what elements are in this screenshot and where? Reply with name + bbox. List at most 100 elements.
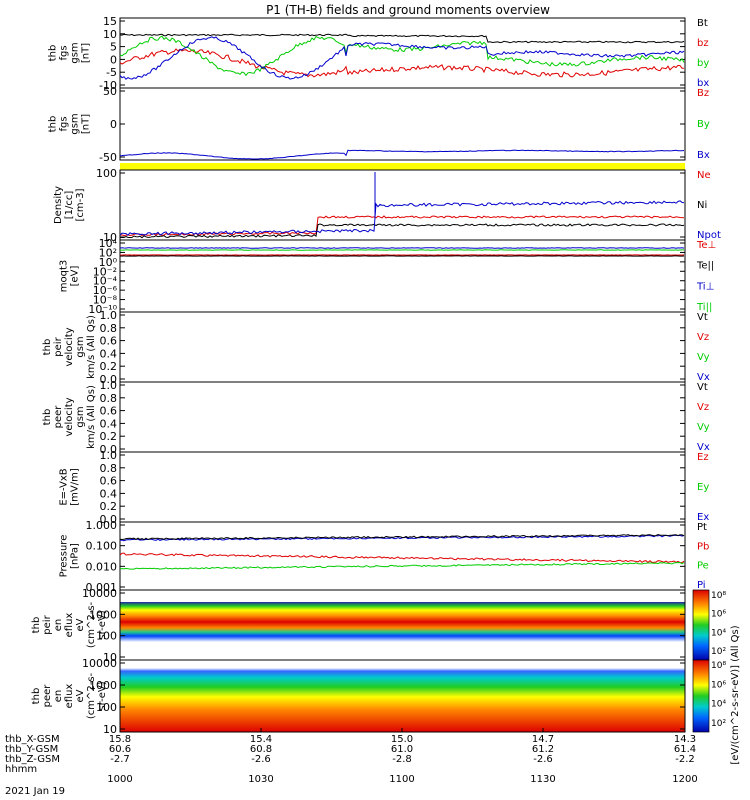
y-axis-label: eflux xyxy=(64,684,75,709)
y-tick-label: 0.0 xyxy=(100,373,118,386)
y-tick-label: 0.4 xyxy=(100,487,118,500)
y-axis-label: [eV] xyxy=(70,266,81,287)
y-tick-label: 1000 xyxy=(89,679,117,692)
y-tick-label: 0.6 xyxy=(100,475,118,488)
panel-frame xyxy=(119,451,686,523)
legend-ni: Ni xyxy=(697,200,707,211)
series-bx-line xyxy=(119,36,685,80)
y-tick-label: 0.0 xyxy=(100,443,118,456)
x-tick-label: 15.8 xyxy=(109,734,131,745)
legend-bx: Bx xyxy=(697,150,710,161)
y-axis-label: moqt3 xyxy=(59,260,70,293)
y-axis-label: km/s (All Qs) xyxy=(86,385,97,449)
x-tick-label: 1130 xyxy=(530,774,555,785)
colorbar xyxy=(692,589,710,661)
y-tick-label: 10⁻⁴ xyxy=(93,275,118,288)
panel-3: 100 10 Density [1/cc] [cm-3] Ne Ni Npot xyxy=(53,167,721,244)
y-axis-label: E=-VxB xyxy=(59,468,70,505)
panel-frame xyxy=(119,311,686,383)
y-axis-label: sr-eV) xyxy=(97,681,108,710)
y-tick-label: 0.4 xyxy=(100,417,118,430)
legend-vx: Vx xyxy=(697,372,710,383)
y-tick-label: 10⁻² xyxy=(93,265,117,278)
y-tick-label: 5 xyxy=(110,41,117,54)
y-tick-label: 1.0 xyxy=(100,309,118,322)
ion-spectrogram xyxy=(120,602,685,642)
y-axis-label: fgs xyxy=(59,116,70,131)
series-ne-line xyxy=(120,215,685,237)
legend-ne: Ne xyxy=(697,170,711,181)
x-tick-label: -2.2 xyxy=(675,754,695,765)
y-tick-label: 100 xyxy=(96,630,117,643)
y-tick-label: 10000 xyxy=(82,587,117,600)
panel-2: 50 0 -50 thb fgs gsm [nT] Bz By Bx xyxy=(48,85,710,164)
series-ni-line xyxy=(119,223,685,239)
y-tick-label: 10⁰ xyxy=(99,256,118,269)
quality-flag-bar xyxy=(120,163,685,170)
y-axis-label: thb xyxy=(31,617,42,634)
y-tick-label: 10 xyxy=(103,231,117,244)
x-tick-label: 15.4 xyxy=(250,734,272,745)
x-tick-label: 1200 xyxy=(672,774,697,785)
y-axis-label: [mV/m] xyxy=(70,468,81,506)
y-axis-label: gsm xyxy=(75,336,86,357)
colorbar-tick-label: 10⁴ xyxy=(711,700,726,710)
x-tick-label: -2.6 xyxy=(251,754,271,765)
y-tick-label: 0.0 xyxy=(100,513,118,526)
y-axis-label: Density xyxy=(53,186,64,224)
panel-frame xyxy=(119,381,686,453)
y-axis-label: peer xyxy=(53,405,64,429)
y-tick-label: 0.4 xyxy=(100,347,118,360)
y-axis-label: peer xyxy=(42,684,53,708)
colorbar-label: [eV/(cm^2-s-sr-eV)] (All Qs) xyxy=(730,625,741,764)
legend-pi: Pi xyxy=(697,580,706,591)
y-axis-label: [nT] xyxy=(81,114,92,134)
y-axis-label: gsm xyxy=(70,113,81,134)
x-tick-label: 61.2 xyxy=(532,744,554,755)
x-tick-label: 1030 xyxy=(248,774,273,785)
x-tick-label: -2.8 xyxy=(392,754,412,765)
y-tick-label: 1.0 xyxy=(100,449,118,462)
date-label: 2021 Jan 19 xyxy=(5,786,65,797)
series-pb-line xyxy=(119,552,685,564)
y-axis-label: thb xyxy=(31,688,42,705)
x-tick-label: 61.4 xyxy=(674,744,696,755)
series-bz-line xyxy=(119,48,684,78)
legend-ti: Ti|| xyxy=(696,302,712,313)
y-axis-label: velocity xyxy=(64,397,75,436)
series-bx-gsm-line xyxy=(119,149,685,160)
colorbar-tick-label: 10⁶ xyxy=(711,610,726,620)
y-tick-label: 0.6 xyxy=(100,335,118,348)
legend-pe: Pe xyxy=(697,561,709,572)
legend-vt: Vt xyxy=(697,312,708,323)
legend-vx: Vx xyxy=(697,442,710,453)
x-tick-label: 1000 xyxy=(107,774,132,785)
y-tick-label: 0.2 xyxy=(100,430,118,443)
y-axis-label: eflux xyxy=(64,613,75,638)
y-tick-label: 0.8 xyxy=(100,322,118,335)
y-tick-label: 100 xyxy=(96,701,117,714)
legend-vy: Vy xyxy=(697,352,710,363)
colorbar-tick-label: 10² xyxy=(711,647,726,657)
colorbar-tick-label: 10⁴ xyxy=(711,628,726,638)
panel-5: 1.00.80.60.40.20.0 thb peir velocity gsm km/s… xyxy=(42,309,710,386)
series-tiperp-line xyxy=(119,247,685,249)
y-tick-label: 10 xyxy=(103,651,117,664)
panel-6: 1.00.80.60.40.20.0 thb peer velocity gsm km/s… xyxy=(42,379,710,456)
legend-ti: Ti⊥ xyxy=(696,281,714,292)
y-axis-label: fgs xyxy=(59,45,70,60)
colorbar-tick-label: 10⁸ xyxy=(711,591,726,601)
panel-frame xyxy=(119,87,686,161)
y-axis-label: thb xyxy=(42,339,53,356)
series-pe-line xyxy=(119,561,685,570)
electron-spectrogram xyxy=(120,668,685,732)
bottom-axis-label: thb_Y-GSM xyxy=(5,744,58,755)
x-tick-label: 60.6 xyxy=(109,744,131,755)
y-tick-label: 10⁻⁶ xyxy=(93,284,118,297)
y-tick-label: 10⁻⁸ xyxy=(93,294,118,307)
x-tick-label: 61.0 xyxy=(391,744,413,755)
colorbar-tick-label: 10² xyxy=(711,719,726,729)
y-tick-label: 0 xyxy=(110,53,117,66)
y-tick-label: -5 xyxy=(106,66,117,79)
